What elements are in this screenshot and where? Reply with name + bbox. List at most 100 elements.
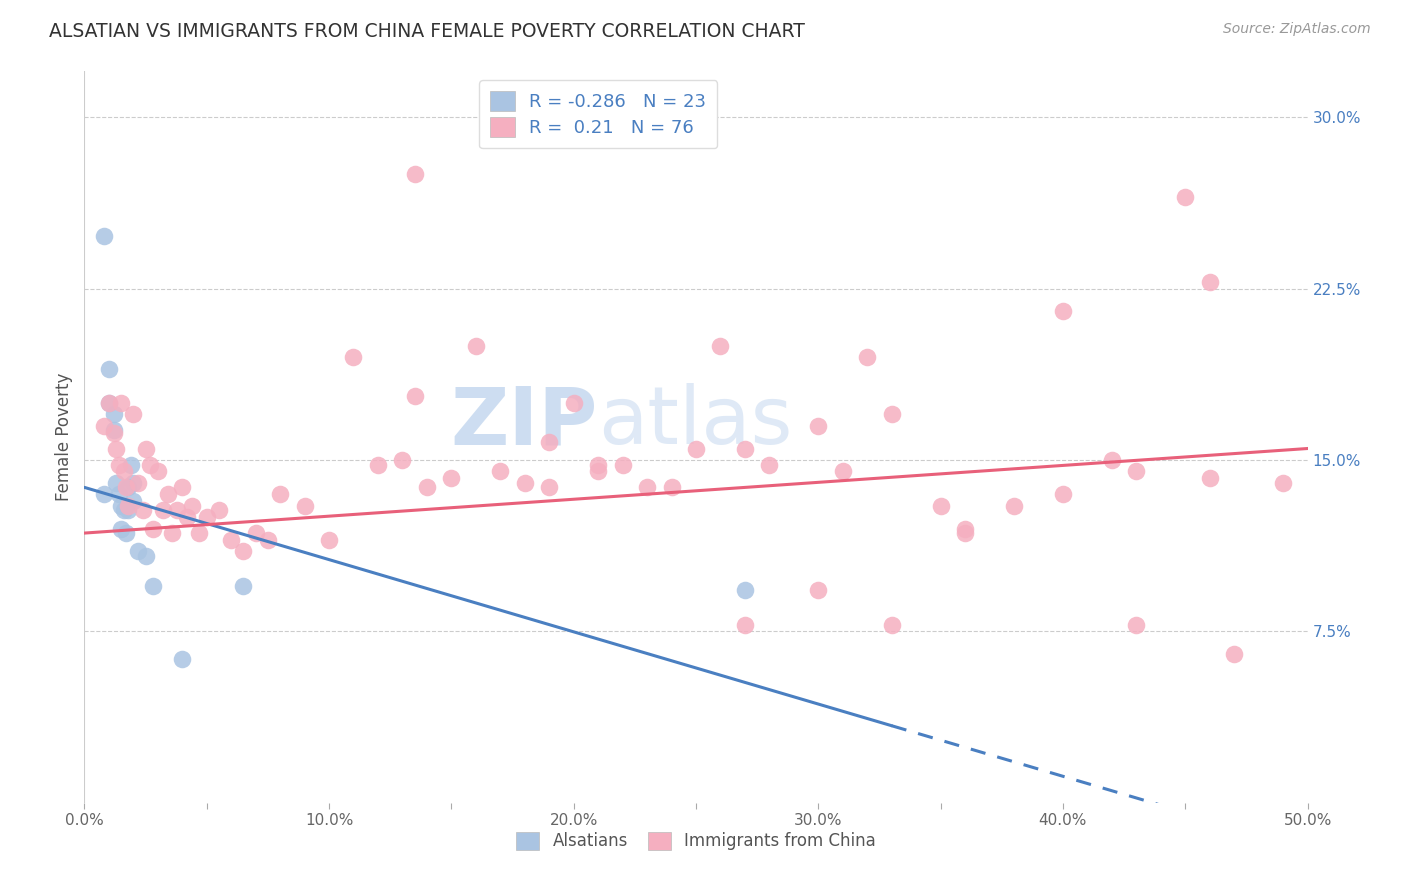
Point [391, 453, 413, 467]
Point [953, 521, 976, 535]
Point [110, 396, 132, 410]
Point [734, 583, 756, 598]
Point [1101, 453, 1123, 467]
Point [146, 464, 169, 478]
Point [135, 442, 157, 456]
Point [807, 418, 830, 433]
Point [489, 464, 512, 478]
Point [172, 652, 194, 666]
Point [1052, 304, 1074, 318]
Point [734, 617, 756, 632]
Point [105, 475, 128, 490]
Point [1125, 464, 1147, 478]
Point [115, 480, 138, 494]
Point [176, 510, 198, 524]
Point [404, 389, 426, 403]
Point [156, 487, 179, 501]
Point [112, 464, 135, 478]
Point [232, 544, 254, 558]
Point [110, 521, 132, 535]
Point [685, 442, 707, 456]
Point [142, 579, 165, 593]
Point [1198, 275, 1220, 289]
Point [586, 458, 609, 472]
Point [127, 475, 149, 490]
Text: Source: ZipAtlas.com: Source: ZipAtlas.com [1223, 22, 1371, 37]
Point [953, 526, 976, 541]
Point [188, 526, 211, 541]
Point [1174, 190, 1197, 204]
Point [103, 425, 125, 440]
Point [1272, 475, 1295, 490]
Point [831, 464, 853, 478]
Point [734, 442, 756, 456]
Legend: Alsatians, Immigrants from China: Alsatians, Immigrants from China [506, 822, 886, 860]
Point [269, 487, 291, 501]
Point [122, 475, 145, 490]
Point [440, 471, 463, 485]
Point [612, 458, 634, 472]
Point [880, 617, 903, 632]
Point [661, 480, 683, 494]
Point [162, 526, 184, 541]
Point [880, 407, 903, 421]
Point [117, 499, 139, 513]
Point [195, 510, 218, 524]
Point [132, 503, 155, 517]
Point [257, 533, 280, 547]
Point [181, 499, 204, 513]
Point [416, 480, 439, 494]
Point [513, 475, 536, 490]
Point [208, 503, 231, 517]
Point [93, 229, 115, 244]
Point [856, 350, 879, 364]
Point [166, 503, 188, 517]
Point [245, 526, 267, 541]
Point [1125, 617, 1147, 632]
Point [929, 499, 952, 513]
Point [807, 583, 830, 598]
Text: atlas: atlas [598, 384, 793, 461]
Point [586, 464, 609, 478]
Point [538, 480, 561, 494]
Point [103, 407, 125, 421]
Point [122, 407, 145, 421]
Point [110, 499, 132, 513]
Point [105, 442, 128, 456]
Point [562, 396, 585, 410]
Point [107, 458, 129, 472]
Point [115, 526, 138, 541]
Point [93, 418, 115, 433]
Text: ALSATIAN VS IMMIGRANTS FROM CHINA FEMALE POVERTY CORRELATION CHART: ALSATIAN VS IMMIGRANTS FROM CHINA FEMALE… [49, 22, 806, 41]
Point [1002, 499, 1025, 513]
Point [538, 434, 561, 449]
Point [117, 503, 139, 517]
Point [294, 499, 316, 513]
Point [404, 167, 426, 181]
Point [636, 480, 658, 494]
Point [318, 533, 340, 547]
Point [1198, 471, 1220, 485]
Point [152, 503, 174, 517]
Point [117, 480, 139, 494]
Point [112, 503, 135, 517]
Point [232, 579, 254, 593]
Point [1223, 647, 1246, 661]
Point [103, 423, 125, 437]
Point [120, 458, 142, 472]
Point [367, 458, 389, 472]
Point [172, 480, 194, 494]
Point [709, 338, 731, 352]
Point [342, 350, 364, 364]
Point [97, 396, 120, 410]
Point [464, 338, 486, 352]
Point [93, 487, 115, 501]
Point [97, 396, 120, 410]
Point [139, 458, 162, 472]
Point [758, 458, 780, 472]
Y-axis label: Female Poverty: Female Poverty [55, 373, 73, 501]
Point [135, 549, 157, 563]
Point [127, 544, 149, 558]
Point [1052, 487, 1074, 501]
Point [97, 361, 120, 376]
